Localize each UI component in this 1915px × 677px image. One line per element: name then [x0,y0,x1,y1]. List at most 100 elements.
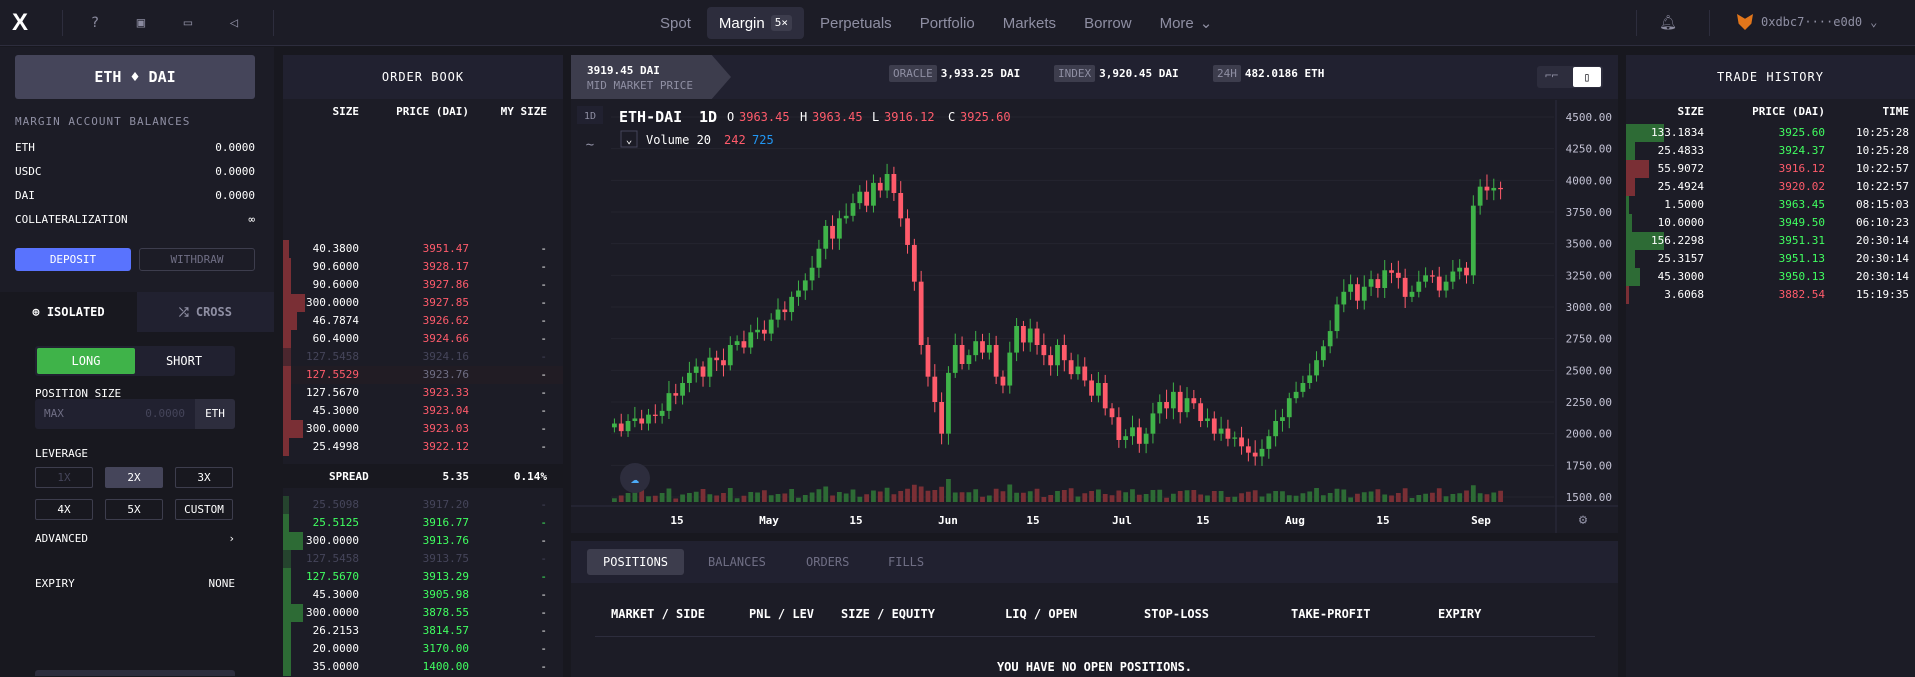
candle [1436,276,1442,291]
nav-more[interactable]: More ⌄ [1148,7,1225,39]
chart-settings-icon[interactable]: ⚙ [1579,512,1588,528]
order-book-title: ORDER BOOK [283,55,563,99]
deposit-button[interactable]: DEPOSIT [15,248,131,271]
chart-type-toggle: ⌐⌐ ▯ [1537,66,1603,88]
volume-bar [1341,489,1347,502]
candle [761,329,767,334]
volume-bar [1498,490,1503,502]
leverage-1x[interactable]: 1X [35,467,93,488]
volume-bar [680,494,685,502]
nav-margin[interactable]: Margin 5× [706,7,804,39]
volume-bar [1300,493,1306,502]
leverage-custom[interactable]: CUSTOM [175,499,233,520]
trade-time: 10:25:28 [1856,126,1909,139]
volume-bar [687,493,692,502]
nav-markets[interactable]: Markets [991,7,1068,39]
wallet-button[interactable]: 0xdbc7····e0d0 ⌄ [1737,14,1877,30]
volume-bar [693,491,699,502]
position-size-input[interactable]: MAX 0.0000 ETH [35,399,235,429]
market-selector[interactable]: ETH ♦ DAI [15,55,255,99]
trade-price: 3951.13 [1778,252,1825,265]
order-book-row[interactable]: 26.2153 3814.57 - [283,622,563,640]
order-book-row[interactable]: 60.4000 3924.66 - [283,330,563,348]
price-chart[interactable]: 1D ∼ 4500.00 4250.00 4000.00 3750.00 3500.00 32… [571,100,1618,533]
announcement-icon[interactable]: ◁ [229,15,239,31]
order-book-row[interactable]: 45.3000 3905.98 - [283,586,563,604]
leverage-2x[interactable]: 2X [105,467,163,488]
nav-borrow[interactable]: Borrow [1072,7,1144,39]
candle [734,341,740,345]
order-book-row[interactable]: 127.5670 3913.29 - [283,568,563,586]
order-book-row[interactable]: 127.5670 3923.33 - [283,384,563,402]
position-size-value[interactable]: 0.0000 [145,407,185,420]
tab-cross[interactable]: ⤮ CROSS [137,292,274,332]
candle [843,215,849,219]
bell-icon[interactable]: 🔔︎ [1659,15,1677,31]
tab-balances[interactable]: BALANCES [708,555,766,569]
submit-button[interactable] [35,670,235,676]
candle [687,372,692,383]
advanced-row[interactable]: ADVANCED › [35,532,235,545]
tradingview-logo[interactable] [620,463,650,493]
volume-bar [1259,496,1265,502]
y-tick: 2500.00 [1566,364,1612,377]
chart-panel: 3919.45 DAI MID MARKET PRICE ORACLE 3,933… [571,55,1618,533]
order-book-row[interactable]: 300.0000 3923.03 - [283,420,563,438]
order-book-row[interactable]: 40.3800 3951.47 - [283,240,563,258]
volume-bar [918,486,924,502]
nav-perpetuals[interactable]: Perpetuals [808,7,904,39]
trade-row: 25.3157 3951.13 20:30:14 [1626,250,1915,268]
dydx-logo[interactable]: X [12,9,29,36]
order-book-row[interactable]: 25.5125 3916.77 - [283,514,563,532]
volume-bar [1273,491,1279,502]
feedback-icon[interactable]: ▭ [183,15,193,31]
order-book-row[interactable]: 45.3000 3923.04 - [283,402,563,420]
order-book-row[interactable]: 90.6000 3928.17 - [283,258,563,276]
nav-portfolio[interactable]: Portfolio [908,7,987,39]
trade-panel: ETH ♦ DAI MARGIN ACCOUNT BALANCES ETH 0.0… [0,47,274,677]
order-book-row[interactable]: 300.0000 3913.76 - [283,532,563,550]
volume-bar [843,493,849,502]
candle [1218,428,1224,434]
order-size: 300.0000 [306,296,359,309]
tab-positions[interactable]: POSITIONS [587,549,685,575]
timeframe-button[interactable] [577,106,603,124]
order-book-row[interactable]: 127.5529 3923.76 - [283,366,563,384]
order-book-row[interactable]: 46.7874 3926.62 - [283,312,563,330]
withdraw-button[interactable]: WITHDRAW [139,248,255,271]
depth-bar [283,586,292,604]
candle-chart-icon[interactable]: ▯ [1573,67,1601,87]
trade-row: 25.4924 3920.02 10:22:57 [1626,178,1915,196]
leverage-3x[interactable]: 3X [175,467,233,488]
leverage-5x[interactable]: 5X [105,499,163,520]
order-book-row[interactable]: 300.0000 3878.55 - [283,604,563,622]
long-button[interactable]: LONG [37,348,135,374]
depth-chart-icon[interactable]: ⌐⌐ [1545,69,1559,82]
volume-bar [932,490,938,502]
depth-bar [283,420,303,438]
order-book-row[interactable]: 127.5458 3913.75 - [283,550,563,568]
order-book-row[interactable]: 25.5098 3917.20 - [283,496,563,514]
order-book-row[interactable]: 127.5458 3924.16 - [283,348,563,366]
terminal-icon[interactable]: ▣ [136,15,146,31]
order-book-row[interactable]: 20.0000 3170.00 - [283,640,563,658]
max-button[interactable]: MAX [44,407,64,420]
help-icon[interactable]: ? [90,15,100,31]
order-book-row[interactable]: 35.0000 1400.00 - [283,658,563,676]
indicator-icon[interactable]: ∼ [586,137,594,153]
tab-fills[interactable]: FILLS [888,555,925,569]
tab-isolated[interactable]: ⊕ ISOLATED [0,292,137,332]
candle [966,355,972,364]
order-book-row[interactable]: 300.0000 3927.85 - [283,294,563,312]
order-book-row[interactable]: 25.4998 3922.12 - [283,438,563,456]
volume-bar [673,498,679,502]
expiry-row[interactable]: EXPIRY NONE [35,577,235,590]
leverage-4x[interactable]: 4X [35,499,93,520]
tab-orders[interactable]: ORDERS [806,555,850,569]
nav-spot[interactable]: Spot [648,7,703,39]
collapse-volume-button[interactable] [620,130,638,148]
short-button[interactable]: SHORT [165,354,203,368]
order-book-row[interactable]: 90.6000 3927.86 - [283,276,563,294]
depth-bar [283,532,303,550]
trade-size: 1.5000 [1664,198,1704,211]
